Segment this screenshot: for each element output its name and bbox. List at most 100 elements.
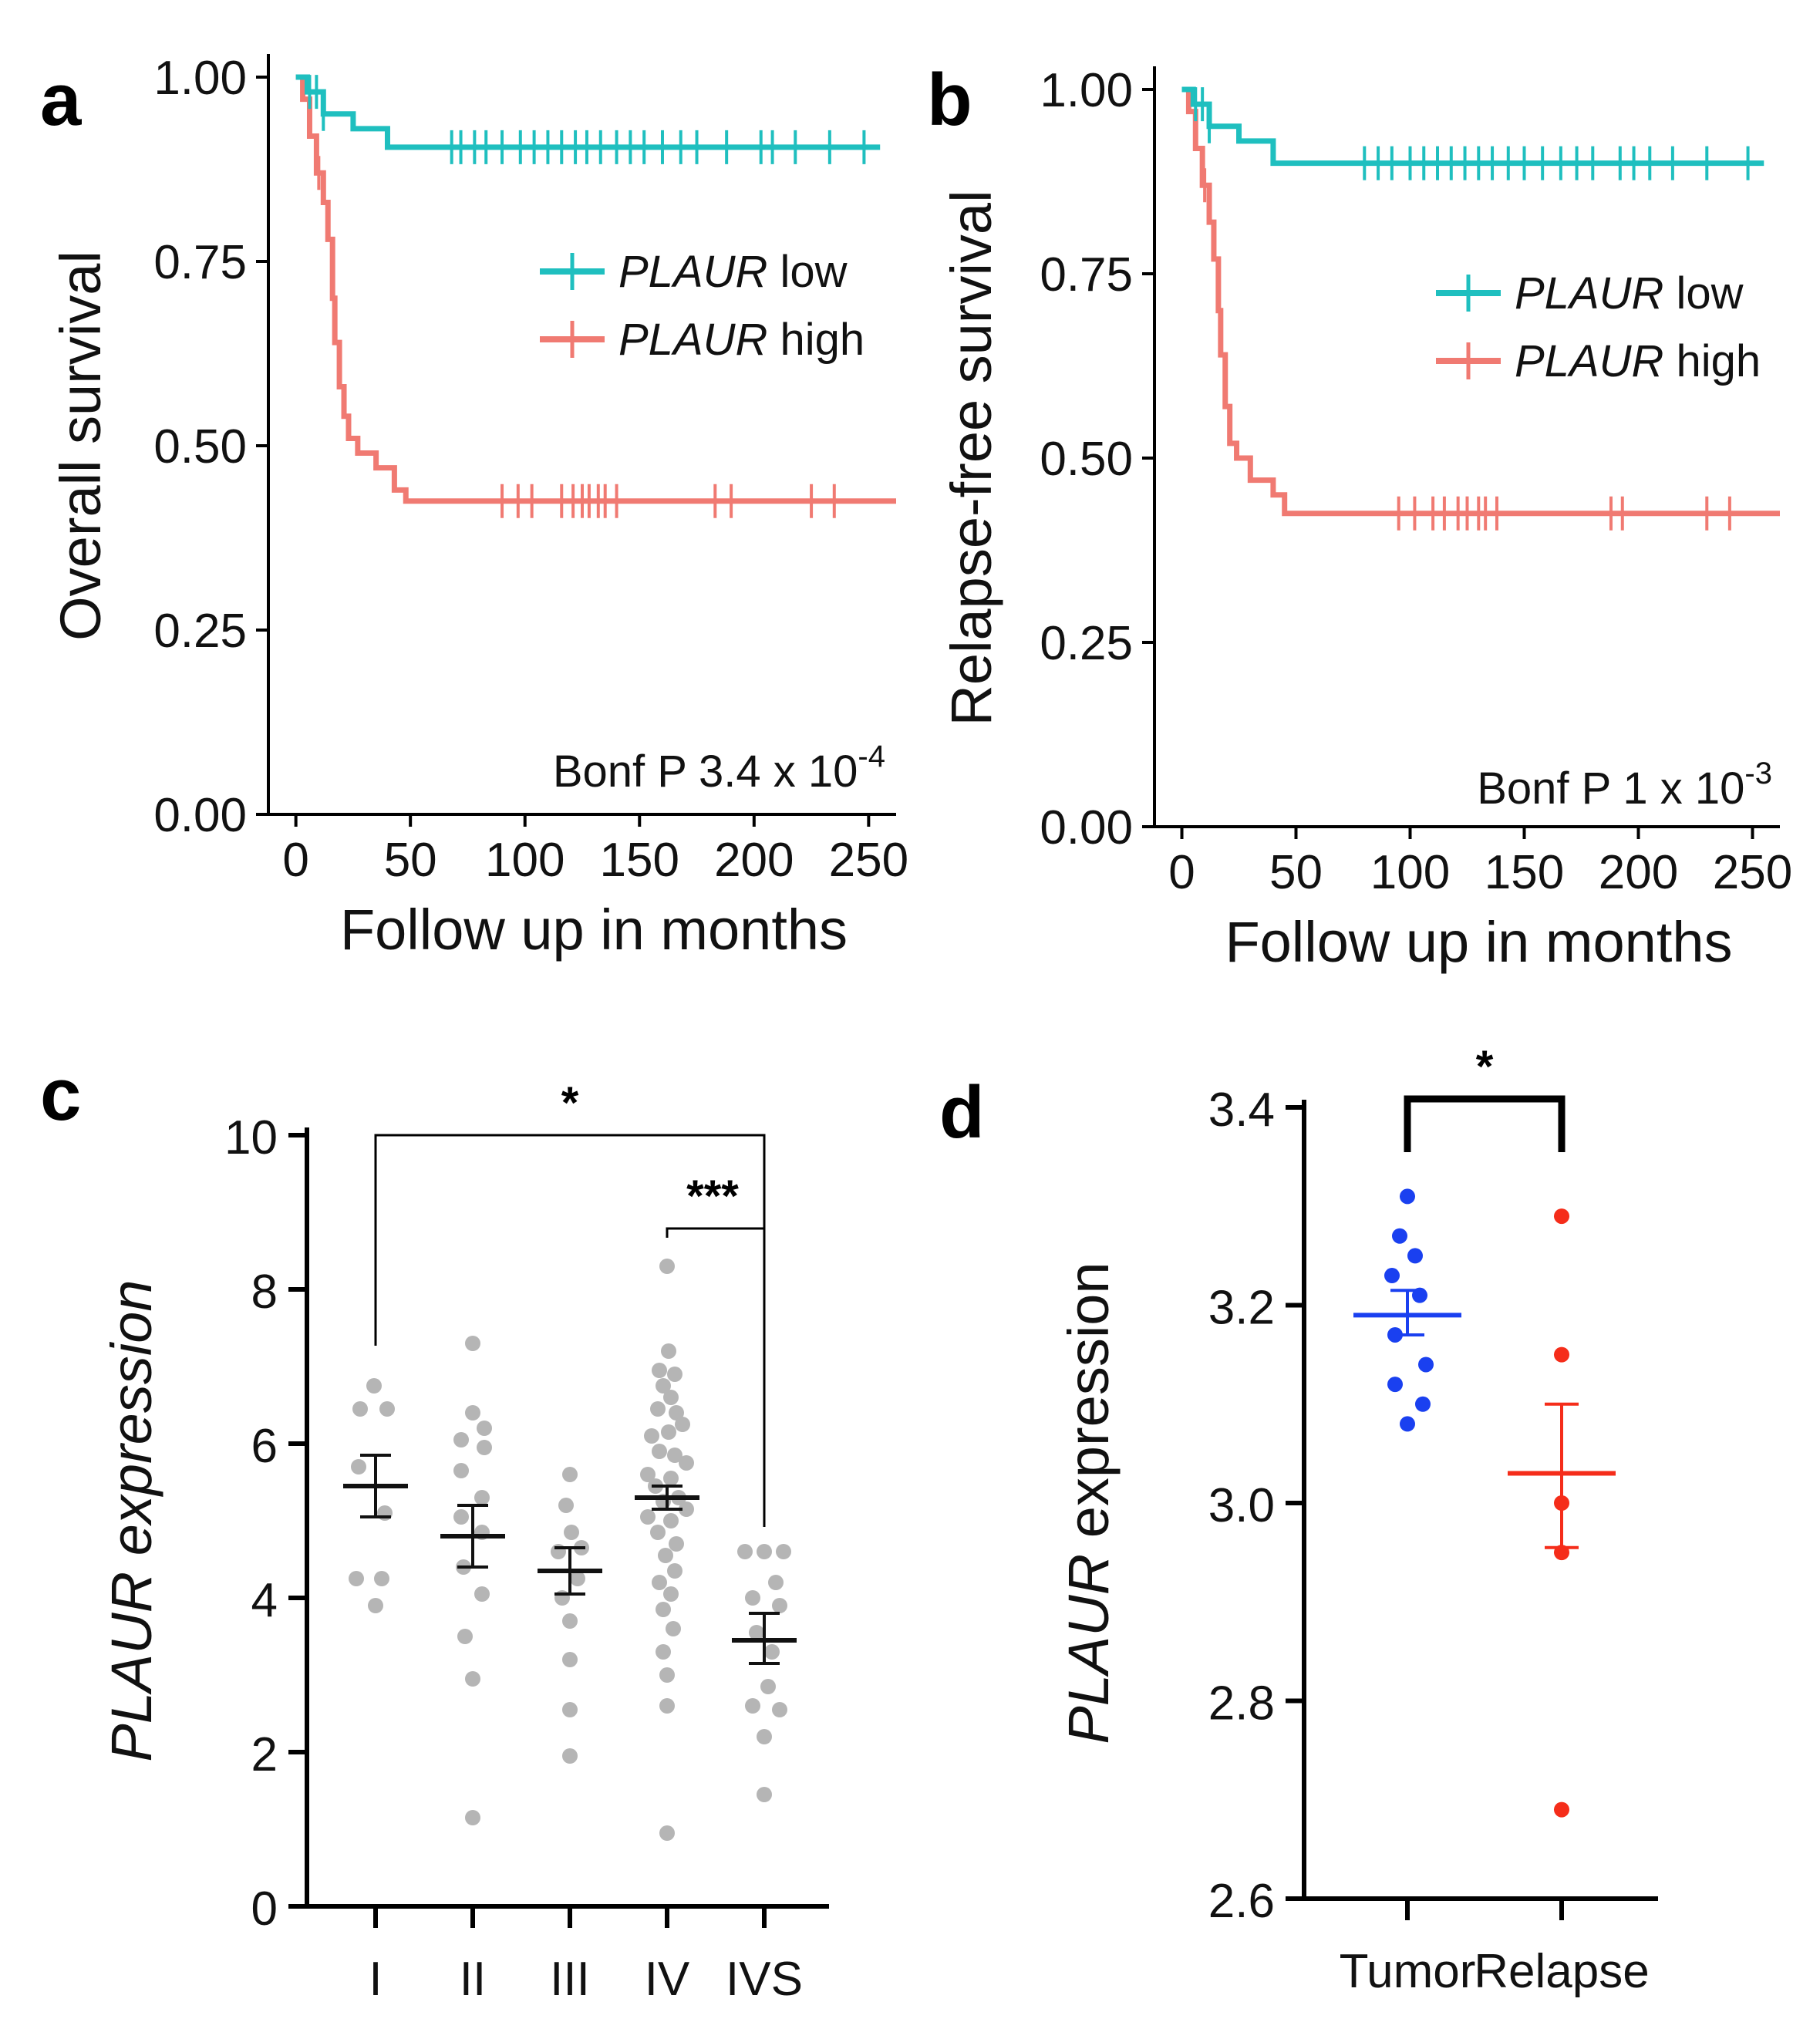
data-point <box>659 1698 675 1714</box>
x-tick-label: 200 <box>714 834 794 887</box>
data-point <box>675 1417 690 1432</box>
data-point <box>477 1421 492 1436</box>
data-point <box>564 1525 579 1540</box>
data-point <box>1415 1396 1431 1412</box>
data-point <box>656 1644 671 1660</box>
data-point <box>349 1571 364 1586</box>
data-point <box>669 1536 684 1552</box>
y-tick-label: 2.8 <box>1208 1677 1275 1731</box>
data-point <box>658 1548 673 1563</box>
x-tick-label: 150 <box>1485 846 1564 899</box>
data-point <box>1407 1248 1423 1264</box>
x-tick-label: Relapse <box>1474 1945 1649 1998</box>
y-axis-title: PLAUR expression <box>1057 1262 1121 1744</box>
data-point <box>650 1525 666 1540</box>
data-point <box>659 1259 675 1274</box>
data-point <box>745 1698 760 1714</box>
data-point <box>352 1401 368 1417</box>
x-tick-label: I <box>369 1953 382 2006</box>
data-point <box>1554 1801 1569 1818</box>
km-curve-high <box>295 74 896 504</box>
data-point <box>652 1363 667 1378</box>
data-point <box>669 1405 684 1421</box>
data-point <box>667 1367 682 1382</box>
data-point <box>644 1428 659 1444</box>
data-point <box>650 1401 666 1417</box>
data-point <box>659 1667 675 1683</box>
x-axis-title: Follow up in months <box>1225 910 1732 974</box>
km-curve-high <box>1181 86 1780 517</box>
data-point <box>661 1343 676 1359</box>
data-point <box>558 1498 574 1513</box>
y-tick-label: 0.00 <box>1040 801 1133 854</box>
data-point <box>465 1336 480 1351</box>
y-tick-label: 0.50 <box>1040 433 1133 486</box>
x-tick-label: 100 <box>485 834 565 887</box>
significance-label: *** <box>686 1171 739 1222</box>
data-point <box>453 1463 469 1478</box>
y-tick-label: 4 <box>251 1574 278 1627</box>
data-point <box>663 1390 679 1405</box>
legend-label: PLAUR high <box>618 315 865 365</box>
data-point <box>562 1652 578 1667</box>
significance-label: * <box>561 1078 579 1128</box>
x-tick-label: IVS <box>726 1953 803 2006</box>
data-point <box>745 1590 760 1606</box>
y-tick-label: 6 <box>251 1420 278 1473</box>
data-point <box>667 1563 682 1579</box>
x-tick-label: 250 <box>1713 846 1792 899</box>
y-axis-title: Relapse-free survival <box>939 190 1003 726</box>
legend-label: PLAUR high <box>1515 336 1761 386</box>
data-point <box>666 1621 681 1636</box>
y-tick-label: 0.00 <box>153 789 247 842</box>
panel-label-d: d <box>939 1071 985 1154</box>
data-point <box>679 1455 694 1471</box>
data-point <box>474 1586 490 1602</box>
data-point <box>453 1509 469 1525</box>
x-tick-label: Tumor <box>1340 1945 1476 1998</box>
data-point <box>465 1671 480 1687</box>
data-point <box>667 1448 682 1463</box>
y-tick-label: 3.2 <box>1208 1282 1275 1335</box>
y-tick-label: 1.00 <box>1040 64 1133 117</box>
legend-label: PLAUR low <box>618 247 848 297</box>
data-point <box>772 1702 787 1717</box>
y-tick-label: 0.25 <box>153 605 247 658</box>
chart-b-relapse-free-survival: 0.00 0.25 0.50 0.75 1.00 0 50 100 150 200 250 Relap… <box>939 64 1792 974</box>
data-point <box>656 1602 671 1617</box>
x-tick-label: 0 <box>1168 846 1195 899</box>
y-tick-label: 0.75 <box>1040 248 1133 302</box>
x-tick-label: 0 <box>282 834 308 887</box>
data-point <box>366 1378 382 1394</box>
data-point <box>374 1571 389 1586</box>
data-point <box>570 1571 585 1586</box>
data-point <box>457 1629 473 1644</box>
panel-label-b: b <box>927 59 972 141</box>
data-point <box>640 1509 656 1525</box>
y-axis-title: PLAUR expression <box>99 1279 163 1761</box>
y-tick-label: 1.00 <box>153 52 247 105</box>
data-point <box>663 1471 679 1486</box>
data-point <box>663 1586 679 1602</box>
data-point <box>453 1432 469 1448</box>
x-tick-label: 50 <box>384 834 437 887</box>
data-point <box>1400 1188 1415 1205</box>
data-point <box>1400 1416 1415 1432</box>
data-point <box>477 1440 492 1455</box>
y-axis-title: Overall survival <box>49 251 113 641</box>
x-tick-label: III <box>550 1953 590 2006</box>
data-point <box>562 1467 578 1482</box>
km-curve-low <box>295 74 881 150</box>
data-point <box>760 1679 776 1694</box>
data-point <box>1418 1357 1434 1373</box>
data-point <box>1392 1228 1407 1244</box>
y-tick-label: 3.0 <box>1208 1479 1275 1532</box>
data-point <box>757 1787 772 1802</box>
y-tick-label: 0.75 <box>153 236 247 289</box>
p-value-annotation: Bonf P 3.4 x 10-4 <box>553 740 885 797</box>
km-curve-low <box>1181 86 1764 167</box>
p-value-annotation: Bonf P 1 x 10-3 <box>1477 757 1772 814</box>
x-tick-label: 200 <box>1599 846 1678 899</box>
